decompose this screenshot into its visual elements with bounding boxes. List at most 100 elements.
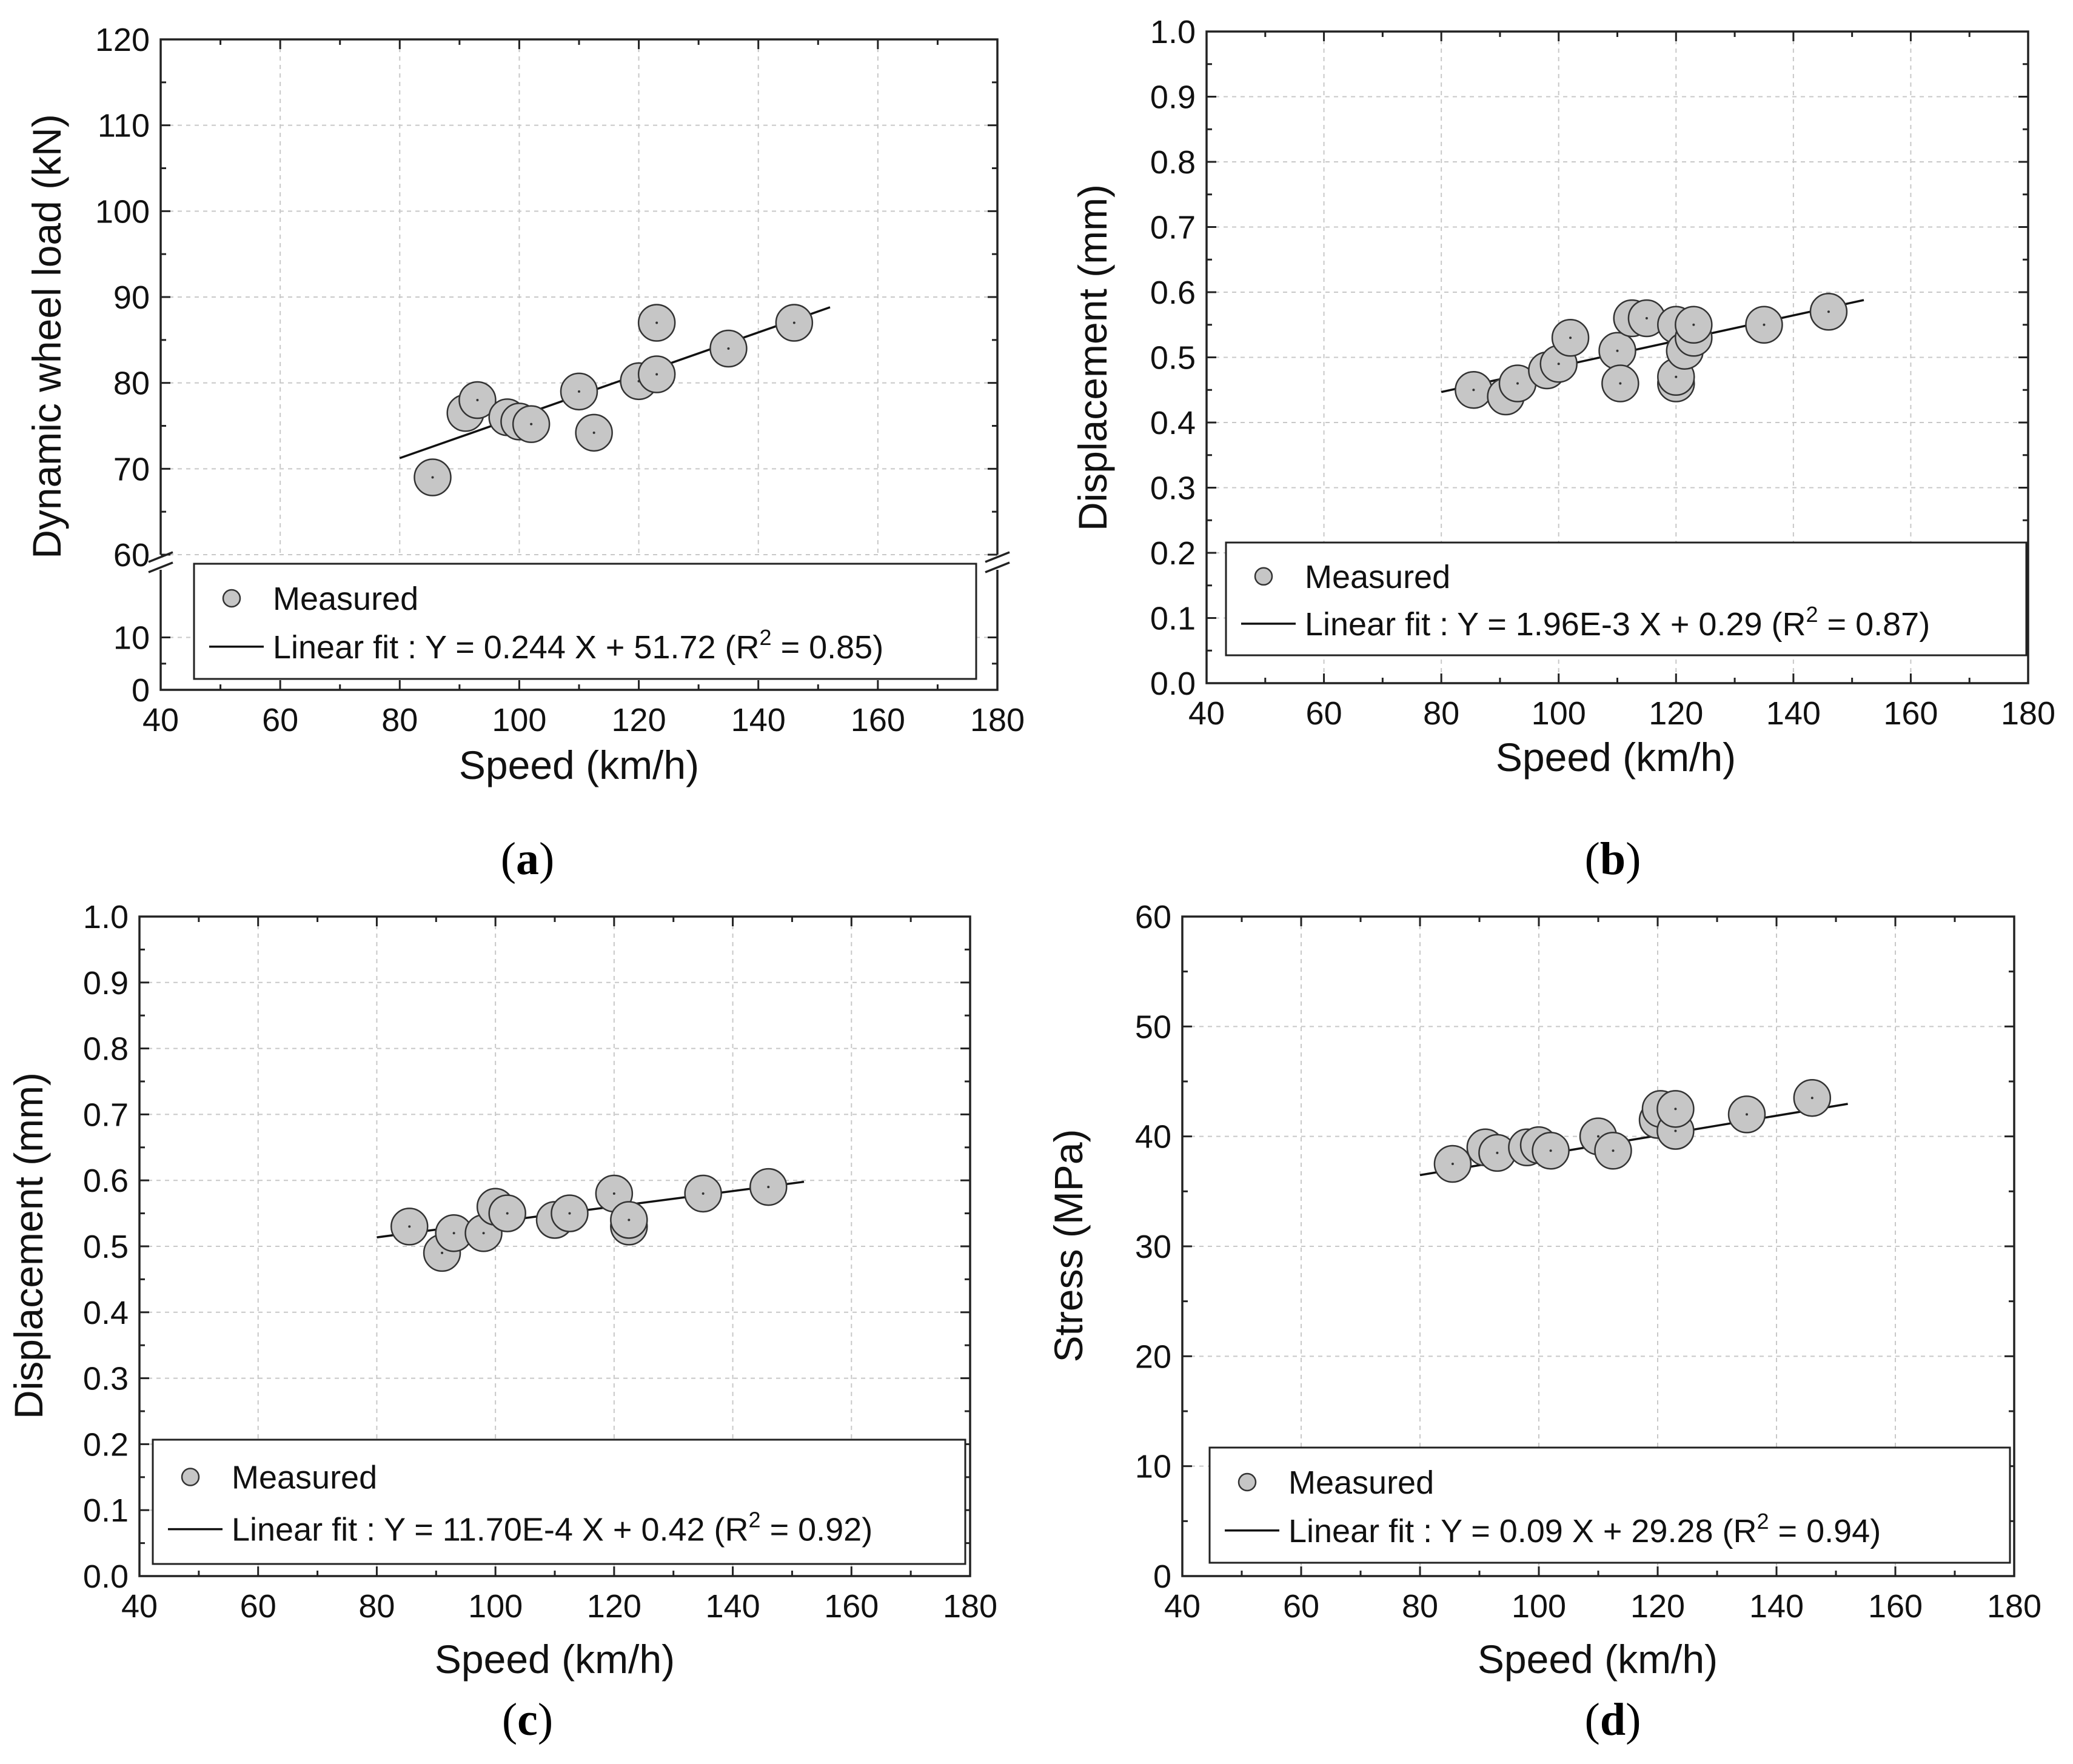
data-point-center — [1569, 336, 1572, 339]
x-tick-label: 160 — [1883, 695, 1938, 732]
data-points — [1455, 293, 1848, 416]
y-tick-label: 50 — [1135, 1009, 1171, 1045]
legend-marker-measured — [1237, 1472, 1257, 1492]
data-point-center — [530, 423, 533, 426]
legend-label-measured: Measured — [273, 581, 418, 617]
data-point-center — [452, 1232, 455, 1235]
data-point-center — [431, 476, 434, 479]
y-tick-label: 1.0 — [83, 899, 129, 935]
panel-label-letter: d — [1600, 1694, 1626, 1745]
legend-label-fit: Linear fit : Y = 1.96E-3 X + 0.29 (R2 = … — [1305, 602, 1930, 643]
data-point-center — [1557, 362, 1560, 366]
x-tick-label: 140 — [1749, 1588, 1804, 1625]
y-tick-label: 110 — [98, 108, 150, 144]
data-points — [390, 1168, 788, 1272]
data-point-center — [1674, 1129, 1677, 1132]
y-tick-label: 0.4 — [83, 1295, 129, 1331]
panel-label-close: ) — [538, 1694, 553, 1745]
x-tick-label: 120 — [1649, 695, 1703, 732]
legend-box — [1208, 1446, 2011, 1564]
data-point-center — [1451, 1163, 1454, 1165]
legend-label-fit: Linear fit : Y = 0.244 X + 51.72 (R2 = 0… — [273, 625, 883, 666]
y-tick-label: 40 — [1135, 1119, 1171, 1155]
data-point-center — [792, 321, 795, 324]
x-tick-label: 160 — [1868, 1588, 1923, 1625]
legend-fit-superscript: 2 — [760, 625, 772, 650]
y-tick-label: 80 — [113, 366, 150, 402]
y-tick-label: 0.2 — [83, 1426, 129, 1463]
legend-fit-r2: = 0.85) — [772, 629, 884, 666]
x-tick-label: 160 — [851, 702, 905, 738]
legend-marker-measured — [1254, 567, 1273, 586]
data-point-center — [612, 1192, 615, 1195]
legend-label-measured: Measured — [232, 1460, 377, 1496]
legend: Measured Linear fit : Y = 0.244 X + 51.72… — [193, 563, 977, 680]
y-tick-label: 10 — [113, 620, 150, 656]
legend-label-measured: Measured — [1288, 1465, 1434, 1501]
y-axis-title: Dynamic wheel load (kN) — [24, 114, 69, 559]
panel-label-letter: c — [517, 1694, 538, 1745]
x-tick-label: 140 — [731, 702, 786, 738]
x-axis: 40 60 80 100 120 140 160 180 — [1164, 917, 2041, 1625]
x-tick-label: 180 — [970, 702, 1025, 738]
y-tick-label: 0.2 — [1150, 535, 1196, 572]
y-tick-label: 30 — [1135, 1229, 1171, 1265]
legend-fit-r2: = 0.87) — [1818, 606, 1931, 643]
chart-panel-2: 40 60 80 100 120 140 160 1800.00.10.20.30.40.50… — [1070, 14, 2055, 780]
legend-label-measured: Measured — [1305, 559, 1450, 595]
legend-fit-superscript: 2 — [1757, 1509, 1769, 1534]
y-axis-title: Displacement (mm) — [1070, 184, 1115, 531]
legend-fit-r2: = 0.94) — [1769, 1513, 1881, 1549]
y-tick-label: 0.0 — [83, 1559, 129, 1595]
legend-marker-measured — [222, 589, 241, 608]
y-axis: 0.0 0.1 0.2 0.3 0.4 0.5 0.6 0.7 0.8 0.9 1.0 — [83, 899, 970, 1595]
y-tick-label: 0.6 — [83, 1163, 129, 1199]
data-point-center — [1472, 389, 1475, 392]
x-tick-label: 40 — [1188, 695, 1225, 732]
legend-fit-equation: Linear fit : Y = 11.70E-4 X + 0.42 (R — [232, 1512, 749, 1548]
y-tick-label: 10 — [1135, 1449, 1171, 1485]
data-point-center — [1827, 310, 1830, 313]
data-point-center — [1496, 1151, 1499, 1154]
data-point-center — [1746, 1113, 1748, 1116]
x-tick-label: 120 — [587, 1588, 641, 1625]
panel-label-open: ( — [502, 1694, 517, 1745]
x-tick-label: 140 — [706, 1588, 760, 1625]
x-axis-title: Speed (km/h) — [435, 1637, 675, 1682]
y-tick-label: 0.3 — [1150, 470, 1196, 507]
legend-box — [193, 563, 977, 680]
y-tick-label: 20 — [1135, 1338, 1171, 1375]
legend-fit-r2: = 0.92) — [761, 1512, 873, 1548]
axis-break-mark — [985, 561, 1010, 573]
panel-label-close: ) — [1626, 1694, 1641, 1745]
panel-label-2: (b) — [1585, 834, 1641, 884]
y-tick-label: 0.0 — [1150, 666, 1196, 702]
x-tick-label: 160 — [824, 1588, 879, 1625]
legend-fit-superscript: 2 — [749, 1508, 761, 1532]
data-point-center — [1516, 382, 1519, 385]
x-axis-title: Speed (km/h) — [1496, 735, 1736, 780]
y-tick-label: 1.0 — [1150, 14, 1196, 50]
data-point-center — [655, 321, 658, 324]
data-point-center — [1810, 1097, 1813, 1100]
y-axis-title: Stress (MPa) — [1046, 1129, 1091, 1362]
data-point-center — [1692, 323, 1695, 326]
y-tick-label: 0.4 — [1150, 405, 1196, 441]
data-point-center — [1674, 1108, 1677, 1111]
x-tick-label: 80 — [1402, 1588, 1438, 1625]
y-axis-title: Displacement (mm) — [6, 1072, 51, 1419]
x-tick-label: 100 — [468, 1588, 523, 1625]
data-point-center — [441, 1251, 444, 1254]
x-tick-label: 180 — [2001, 695, 2055, 732]
x-axis-title: Speed (km/h) — [1478, 1637, 1718, 1682]
legend-label-fit: Linear fit : Y = 0.09 X + 29.28 (R2 = 0.… — [1288, 1509, 1881, 1549]
panel-label-letter: b — [1600, 834, 1626, 884]
chart-panel-1: 40 60 80 100 120 140 160 180 0 10 60 70 80 90 100 110 12… — [24, 22, 1025, 787]
x-tick-label: 80 — [381, 702, 418, 738]
x-tick-label: 60 — [1306, 695, 1342, 732]
y-tick-label: 0.3 — [83, 1361, 129, 1397]
panel-label-1: (a) — [501, 834, 555, 884]
data-point-center — [568, 1212, 571, 1215]
y-axis: 0 10 20 30 40 50 60 — [1135, 899, 2014, 1595]
data-point-center — [408, 1225, 411, 1228]
